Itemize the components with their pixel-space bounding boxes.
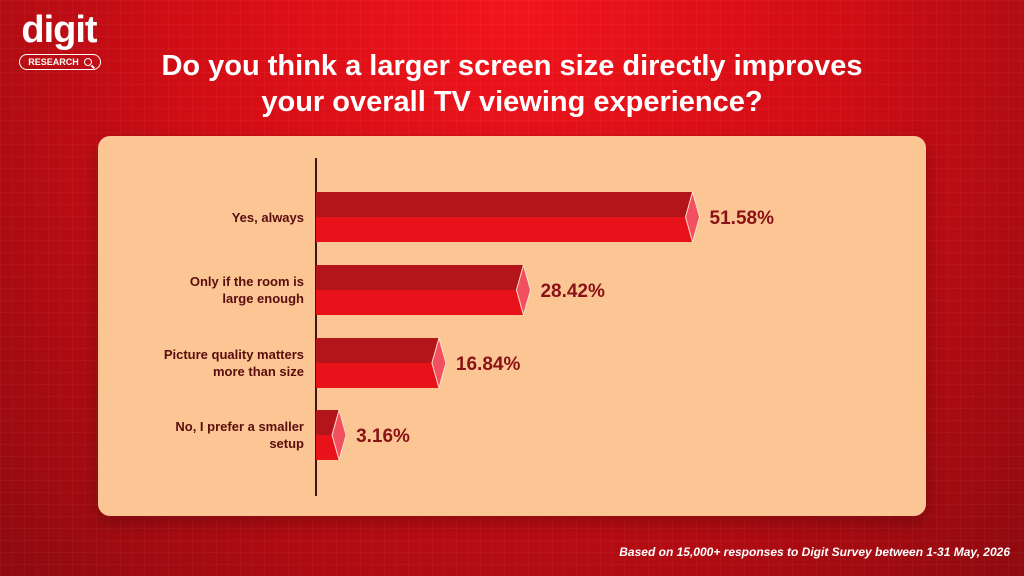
bar-2-cap (515, 263, 531, 317)
bar-2-bottom (316, 290, 524, 315)
bar-1-top (316, 192, 693, 217)
category-label-line: Yes, always (231, 209, 304, 225)
bar-chart: 51.58% 28.42% 16.84% 3.16% (315, 158, 775, 496)
category-label-line: Only if the room is (189, 274, 304, 289)
chart-title: Do you think a larger screen size direct… (161, 50, 863, 118)
research-badge: RESEARCH (19, 54, 101, 70)
digit-logo: digit RESEARCH (14, 10, 104, 74)
bar-1-bottom (316, 217, 693, 242)
bar-3-cap (431, 336, 447, 390)
survey-footnote: Based on 15,000+ responses to Digit Surv… (619, 545, 1010, 559)
bar-2-top (316, 265, 524, 290)
category-label-3: Picture quality matters more than size (104, 346, 304, 380)
category-label-line: large enough (222, 291, 304, 306)
research-badge-label: RESEARCH (28, 56, 79, 67)
bar-3 (316, 336, 447, 390)
value-label-4: 3.16% (356, 426, 410, 447)
category-label-2: Only if the room is large enough (104, 273, 304, 307)
category-label-line: Picture quality matters (163, 347, 304, 362)
category-label-line: No, I prefer a smaller (175, 419, 304, 434)
bar-4-cap (331, 408, 347, 462)
bar-3-top (316, 338, 439, 363)
bar-3-bottom (316, 363, 439, 388)
category-label-line: setup (269, 436, 304, 451)
value-label-1: 51.58% (710, 208, 775, 229)
logo-wordmark: digit (21, 9, 97, 51)
magnifier-icon (83, 58, 92, 66)
category-label-line: more than size (212, 364, 304, 379)
bar-1 (316, 190, 701, 244)
bar-2 (316, 263, 531, 317)
value-label-3: 16.84% (456, 354, 521, 375)
category-label-4: No, I prefer a smaller setup (104, 418, 304, 452)
bar-4 (316, 408, 347, 462)
value-label-2: 28.42% (540, 281, 605, 302)
chart-panel: 51.58% 28.42% 16.84% 3.16% Yes, always Only … (98, 136, 926, 516)
bar-1-cap (685, 190, 701, 244)
category-label-1: Yes, always (104, 209, 304, 226)
